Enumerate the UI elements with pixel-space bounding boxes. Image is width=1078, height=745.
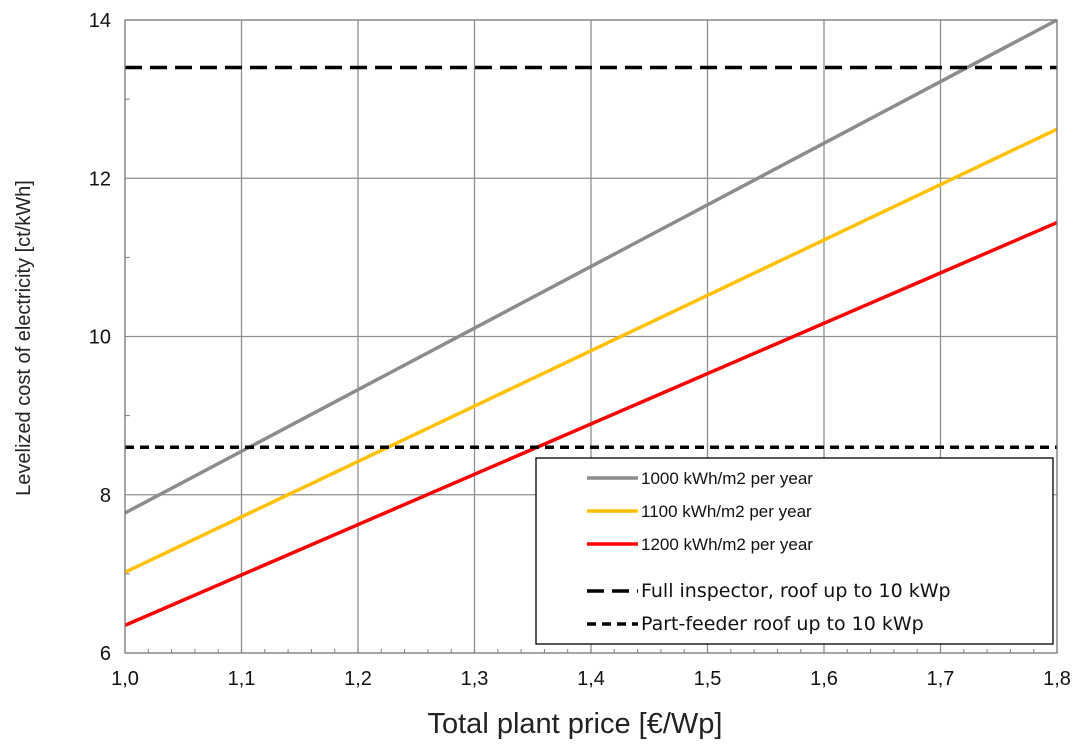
- y-tick-label: 6: [100, 643, 111, 665]
- legend-label-5: Part-feeder roof up to 10 kWp: [641, 613, 924, 635]
- x-tick-label: 1,8: [1043, 668, 1071, 690]
- x-tick-label: 1,3: [461, 668, 489, 690]
- x-tick-label: 1,6: [810, 668, 838, 690]
- legend-label-4: Full inspector, roof up to 10 kWp: [641, 580, 951, 602]
- legend-label-1: 1000 kWh/m2 per year: [641, 469, 813, 488]
- y-tick-label: 14: [89, 10, 111, 32]
- y-tick-label: 10: [89, 327, 111, 349]
- x-tick-label: 1,5: [694, 668, 722, 690]
- legend: 1000 kWh/m2 per year 1100 kWh/m2 per year…: [535, 457, 1054, 645]
- x-tick-label: 1,1: [228, 668, 256, 690]
- legend-box: [535, 457, 1054, 645]
- plot-frame: [124, 19, 1058, 654]
- y-tick-label: 8: [100, 485, 111, 507]
- x-tick-label: 1,7: [927, 668, 955, 690]
- series-line-3: [124, 220, 1058, 627]
- x-tick-label: 1,2: [344, 668, 372, 690]
- y-tick-label: 12: [89, 168, 111, 190]
- legend-label-3: 1200 kWh/m2 per year: [641, 535, 813, 554]
- series-line-2: [124, 127, 1058, 574]
- y-axis-title: Levelized cost of electricity [ct/kWh]: [13, 180, 35, 496]
- x-tick-label: 1,0: [111, 668, 139, 690]
- x-axis-title: Total plant price [€/Wp]: [428, 708, 723, 740]
- y-tick-labels: 6 8 10 12 14: [89, 10, 111, 665]
- x-tick-label: 1,4: [577, 668, 605, 690]
- series-line-1: [124, 18, 1058, 515]
- series-layer: [124, 18, 1058, 627]
- x-tick-labels: 1,0 1,1 1,2 1,3 1,4 1,5 1,6 1,7 1,8: [111, 668, 1071, 690]
- legend-label-2: 1100 kWh/m2 per year: [641, 502, 812, 521]
